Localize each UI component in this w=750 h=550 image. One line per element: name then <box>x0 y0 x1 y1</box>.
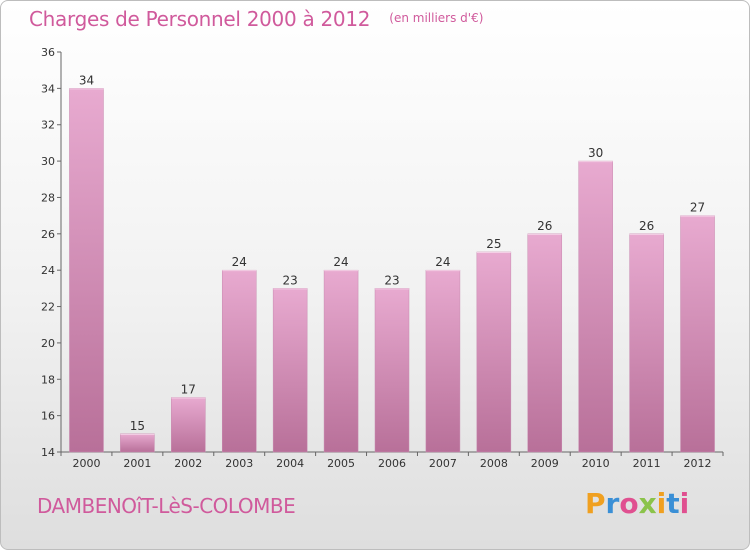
x-tick-label: 2000 <box>72 457 100 470</box>
bar <box>374 288 410 453</box>
x-tick-label: 2012 <box>684 457 712 470</box>
bar <box>272 288 308 453</box>
x-tick-label: 2001 <box>123 457 151 470</box>
x-tick-label: 2003 <box>225 457 253 470</box>
x-tick-label: 2009 <box>531 457 559 470</box>
bar-value-label: 34 <box>79 73 94 87</box>
bar <box>476 251 512 453</box>
bar-value-label: 17 <box>181 382 196 396</box>
brand-letter: t <box>666 487 680 520</box>
brand-letter: r <box>605 487 620 520</box>
y-tick-label: 30 <box>41 155 55 168</box>
labels-group: 34 15 17 24 23 24 23 24 25 26 30 26 27 <box>79 73 705 432</box>
y-tick-label: 36 <box>41 46 55 59</box>
y-tick-label: 20 <box>41 337 55 350</box>
brand-logo: Proxiti <box>585 487 689 520</box>
x-tick-label: 2006 <box>378 457 406 470</box>
bar <box>425 269 461 453</box>
bar <box>527 233 563 453</box>
x-tick-label: 2007 <box>429 457 457 470</box>
y-tick-label: 28 <box>41 191 55 204</box>
y-tick-label: 24 <box>41 264 55 277</box>
brand-letter: i <box>656 487 667 520</box>
bars-group <box>69 88 715 453</box>
x-tick-label: 2002 <box>174 457 202 470</box>
chart-title: Charges de Personnel 2000 à 2012 <box>29 7 371 31</box>
bar-value-label: 24 <box>333 255 348 269</box>
bar <box>323 269 359 453</box>
bar-value-label: 24 <box>232 255 247 269</box>
place-name: DAMBENOîT-LèS-COLOMBE <box>37 494 296 518</box>
brand-letter: o <box>619 487 639 520</box>
bar <box>680 215 715 453</box>
title-row: Charges de Personnel 2000 à 2012 (en mil… <box>29 7 483 31</box>
bar-value-label: 30 <box>588 146 603 160</box>
brand-letter: P <box>585 487 606 520</box>
bar-value-label: 27 <box>690 201 705 215</box>
y-tick-label: 26 <box>41 228 55 241</box>
bar-value-label: 23 <box>283 273 298 287</box>
bar <box>221 269 257 453</box>
y-tick-label: 16 <box>41 410 55 423</box>
bar-value-label: 26 <box>537 219 552 233</box>
x-tick-label: 2004 <box>276 457 304 470</box>
x-tick-label: 2010 <box>582 457 610 470</box>
axes-group: 14 16 18 20 22 24 26 28 30 32 34 36 2000 2001 2002 2003… <box>41 46 724 470</box>
bar <box>629 233 664 453</box>
bar <box>69 88 104 453</box>
bar-value-label: 15 <box>130 419 145 433</box>
chart-unit: (en milliers d'€) <box>389 11 484 25</box>
bar <box>578 160 613 453</box>
bar-value-label: 25 <box>486 237 501 251</box>
brand-letter: x <box>638 487 657 520</box>
y-tick-label: 22 <box>41 301 55 314</box>
x-tick-label: 2011 <box>633 457 661 470</box>
x-tick-label: 2005 <box>327 457 355 470</box>
x-tick-label: 2008 <box>480 457 508 470</box>
y-tick-label: 14 <box>41 446 55 459</box>
bar <box>120 433 155 453</box>
bar-value-label: 26 <box>639 219 654 233</box>
y-tick-label: 32 <box>41 119 55 132</box>
bar-value-label: 24 <box>435 255 450 269</box>
bar <box>171 397 206 453</box>
brand-letter: i <box>679 487 690 520</box>
y-tick-label: 18 <box>41 373 55 386</box>
y-tick-label: 34 <box>41 82 55 95</box>
bar-value-label: 23 <box>384 273 399 287</box>
